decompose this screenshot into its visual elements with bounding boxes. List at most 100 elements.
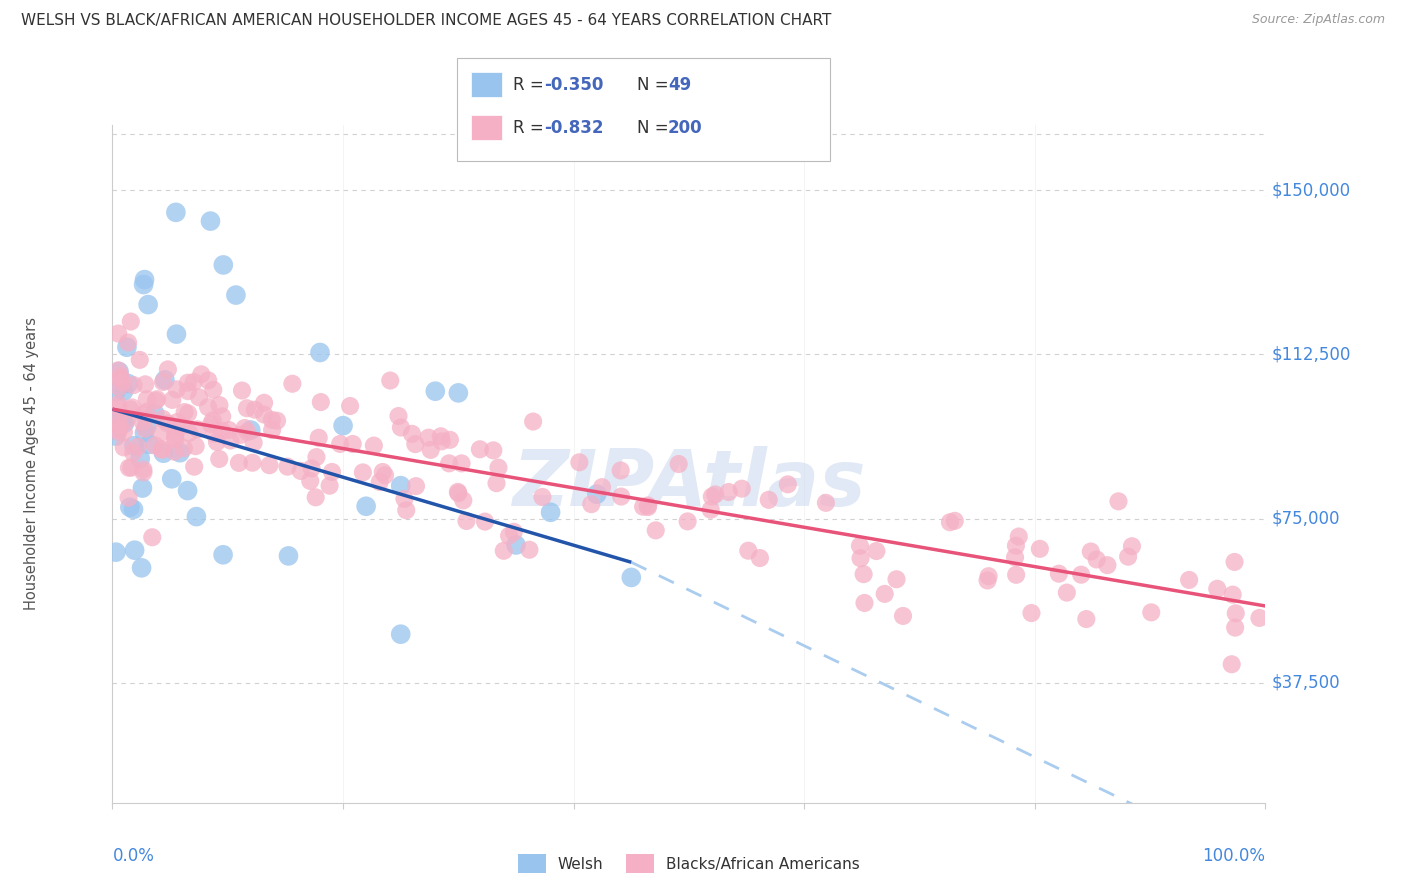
Point (121, 401, 143, 415)
Point (540, 505, 562, 519)
Point (439, 433, 461, 447)
Point (136, 297, 159, 311)
Point (107, 417, 129, 432)
Point (976, 574, 998, 588)
Point (387, 409, 409, 423)
Point (886, 572, 908, 586)
Point (700, 490, 723, 504)
Point (160, 472, 183, 486)
Point (853, 596, 876, 610)
Text: 100.0%: 100.0% (1202, 847, 1265, 865)
Point (1178, 573, 1201, 587)
Point (332, 418, 354, 433)
Point (156, 362, 179, 376)
Point (371, 465, 394, 479)
Point (260, 413, 283, 427)
Point (1076, 612, 1098, 626)
Point (456, 514, 478, 528)
Point (107, 412, 129, 426)
Point (134, 422, 156, 436)
Point (131, 481, 153, 495)
Point (1223, 555, 1246, 569)
Point (492, 543, 515, 558)
Point (374, 468, 396, 483)
Point (169, 446, 191, 460)
Point (405, 479, 427, 493)
Point (184, 439, 207, 453)
Point (114, 416, 136, 430)
Point (152, 412, 174, 426)
Point (852, 567, 875, 582)
Point (266, 414, 288, 428)
Point (177, 376, 200, 390)
Point (1004, 550, 1026, 565)
Point (166, 327, 188, 342)
Point (197, 400, 219, 414)
Point (354, 500, 377, 514)
Point (104, 384, 127, 399)
Point (717, 485, 740, 500)
Point (1085, 552, 1108, 566)
Point (339, 399, 361, 413)
Point (122, 446, 145, 460)
Point (117, 491, 139, 505)
Point (122, 502, 145, 516)
Point (488, 460, 510, 475)
Text: 200: 200 (668, 119, 703, 136)
Point (228, 456, 250, 470)
Point (132, 466, 155, 480)
Point (110, 369, 132, 384)
Point (115, 340, 138, 354)
Point (183, 459, 205, 474)
Point (143, 407, 166, 421)
Point (163, 444, 186, 458)
Point (243, 402, 266, 417)
Text: Householder Income Ages 45 - 64 years: Householder Income Ages 45 - 64 years (24, 318, 39, 610)
Point (107, 400, 129, 414)
Point (581, 497, 603, 511)
Point (212, 548, 235, 562)
Point (173, 405, 195, 419)
Point (152, 446, 174, 460)
Point (1116, 549, 1139, 564)
Point (211, 409, 233, 424)
Text: -0.350: -0.350 (544, 76, 603, 94)
Point (1225, 607, 1247, 621)
Point (259, 458, 281, 473)
Point (138, 437, 160, 451)
Text: R =: R = (513, 119, 550, 136)
Point (531, 490, 554, 504)
Point (179, 425, 201, 440)
Point (468, 442, 491, 457)
Text: $112,500: $112,500 (1271, 345, 1351, 364)
Point (776, 477, 799, 491)
Point (132, 277, 155, 292)
Point (132, 407, 155, 421)
Point (305, 491, 328, 505)
Point (187, 422, 209, 436)
Point (120, 314, 142, 328)
Point (1121, 539, 1143, 553)
Point (318, 479, 340, 493)
Point (200, 214, 222, 228)
Point (1008, 529, 1031, 543)
Point (309, 395, 332, 409)
Point (131, 415, 153, 429)
Point (281, 376, 304, 391)
Point (170, 419, 193, 434)
Point (143, 438, 166, 452)
Point (108, 365, 131, 379)
Point (107, 397, 129, 411)
Point (132, 462, 155, 476)
Point (485, 476, 508, 491)
Point (939, 515, 962, 529)
Point (253, 408, 276, 422)
Point (131, 561, 153, 575)
Point (112, 413, 135, 427)
Point (200, 417, 222, 432)
Point (117, 376, 139, 391)
Point (156, 417, 179, 431)
Point (644, 524, 666, 538)
Point (401, 426, 423, 441)
Point (1107, 494, 1129, 508)
